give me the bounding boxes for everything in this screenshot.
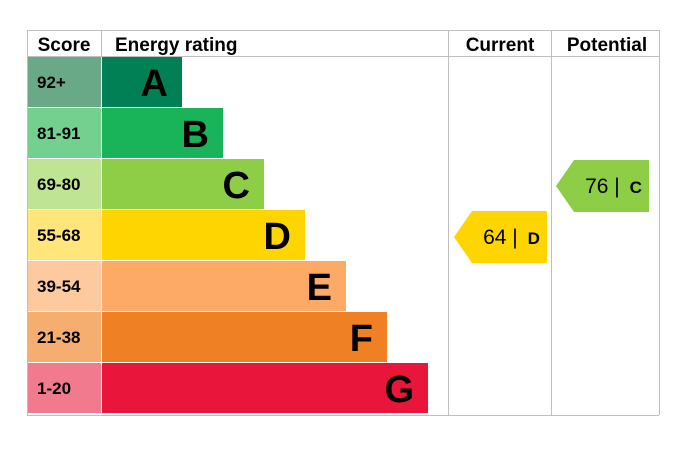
score-label-f: 21-38 bbox=[37, 328, 80, 347]
potential-rating-label: 76 | C bbox=[585, 175, 642, 198]
score-cell-f bbox=[28, 312, 101, 362]
rating-bar-b bbox=[102, 108, 223, 158]
current-rating-label: 64 | D bbox=[483, 226, 540, 249]
score-cell-c bbox=[28, 159, 101, 209]
rating-bar-c bbox=[102, 159, 264, 209]
rating-bar-f bbox=[102, 312, 387, 362]
rating-bar-g bbox=[102, 363, 428, 413]
score-cell-g bbox=[28, 363, 101, 413]
score-label-a: 92+ bbox=[37, 73, 66, 92]
rating-letter-b: B bbox=[182, 114, 209, 156]
potential-header: Potential bbox=[567, 35, 647, 56]
rating-letter-d: D bbox=[264, 216, 291, 258]
score-label-e: 39-54 bbox=[37, 277, 81, 296]
current-header: Current bbox=[466, 35, 535, 56]
chart-grid bbox=[27, 30, 660, 416]
current-rating-arrow bbox=[454, 211, 547, 263]
rating-letter-c: C bbox=[223, 165, 250, 207]
score-label-d: 55-68 bbox=[37, 226, 80, 245]
score-label-g: 1-20 bbox=[37, 379, 71, 398]
score-label-c: 69-80 bbox=[37, 175, 80, 194]
rating-letter-f: F bbox=[350, 318, 373, 360]
energy-rating-header: Energy rating bbox=[115, 35, 237, 56]
potential-rating-value: 76 | bbox=[585, 175, 625, 198]
rating-letter-e: E bbox=[307, 267, 332, 309]
rating-bar-d bbox=[102, 210, 305, 260]
score-label-b: 81-91 bbox=[37, 124, 80, 143]
rating-bar-e bbox=[102, 261, 346, 311]
potential-rating-arrow bbox=[556, 160, 649, 212]
score-cell-d bbox=[28, 210, 101, 260]
rating-indicators: 64 | D 76 | C bbox=[454, 160, 649, 263]
score-cell-a bbox=[28, 57, 101, 107]
score-cell-e bbox=[28, 261, 101, 311]
potential-rating-letter: C bbox=[630, 178, 642, 197]
rating-bar-a bbox=[102, 57, 182, 107]
column-headers: Score Energy rating Current Potential bbox=[38, 35, 648, 56]
score-header: Score bbox=[38, 35, 91, 56]
rating-bands: 92+ A 81-91 B 69-80 C 55-68 D 39-54 E 21-38 F 1-20 G bbox=[28, 57, 428, 413]
current-rating-letter: D bbox=[528, 229, 540, 248]
rating-letter-g: G bbox=[384, 369, 414, 411]
score-cell-b bbox=[28, 108, 101, 158]
rating-letter-a: A bbox=[141, 63, 168, 105]
current-rating-value: 64 | bbox=[483, 226, 523, 249]
